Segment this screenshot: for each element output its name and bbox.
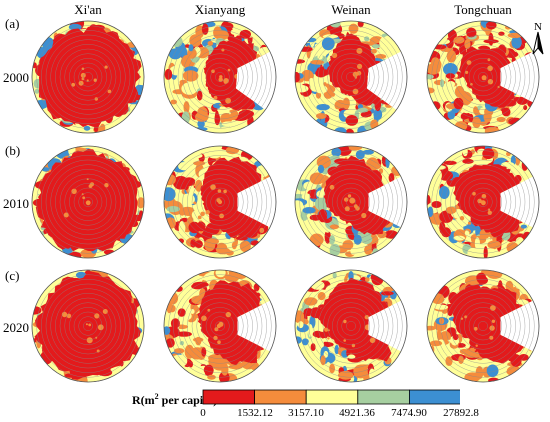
year-label-2020: 2020 (3, 320, 29, 335)
north-arrow-label: N (534, 21, 542, 33)
panel-tag-a: (a) (5, 16, 20, 31)
map-0-2 (31, 269, 145, 383)
map-2-2 (294, 269, 408, 383)
year-label-2000: 2000 (3, 70, 29, 85)
map-0-0 (31, 20, 145, 134)
legend-tick-0: 0 (200, 407, 206, 419)
panel-tag-c: (c) (5, 268, 20, 283)
legend-tick-3: 4921.36 (339, 407, 375, 419)
map-3-1 (426, 145, 540, 259)
map-2-1 (294, 145, 408, 259)
legend-color-bar (202, 389, 460, 405)
map-1-0 (163, 20, 277, 134)
legend-swatch-4 (408, 389, 460, 405)
map-0-1 (31, 145, 145, 259)
legend-swatch-0 (202, 389, 255, 405)
legend-tick-5: 27892.8 (443, 407, 479, 419)
legend-tick-2: 3157.10 (288, 407, 324, 419)
column-title-weinan: Weinan (331, 2, 371, 17)
legend-swatch-2 (305, 389, 359, 405)
radial-maps (31, 20, 540, 383)
north-arrow-icon: N (532, 21, 544, 55)
column-title-tongchuan: Tongchuan (454, 2, 512, 17)
column-title-xian: Xi'an (74, 2, 102, 17)
map-1-2 (163, 269, 277, 383)
legend-tick-1: 1532.12 (237, 407, 273, 419)
map-3-0 (426, 20, 540, 134)
panel-tag-b: (b) (5, 143, 21, 158)
legend-swatch-3 (357, 389, 410, 405)
year-label-2010: 2010 (3, 196, 29, 211)
legend-swatch-1 (254, 389, 307, 405)
map-3-2 (426, 269, 540, 383)
map-1-1 (163, 145, 277, 259)
map-2-0 (294, 20, 408, 134)
column-title-xianyang: Xianyang (194, 2, 246, 17)
legend-tick-4: 7474.90 (391, 407, 427, 419)
